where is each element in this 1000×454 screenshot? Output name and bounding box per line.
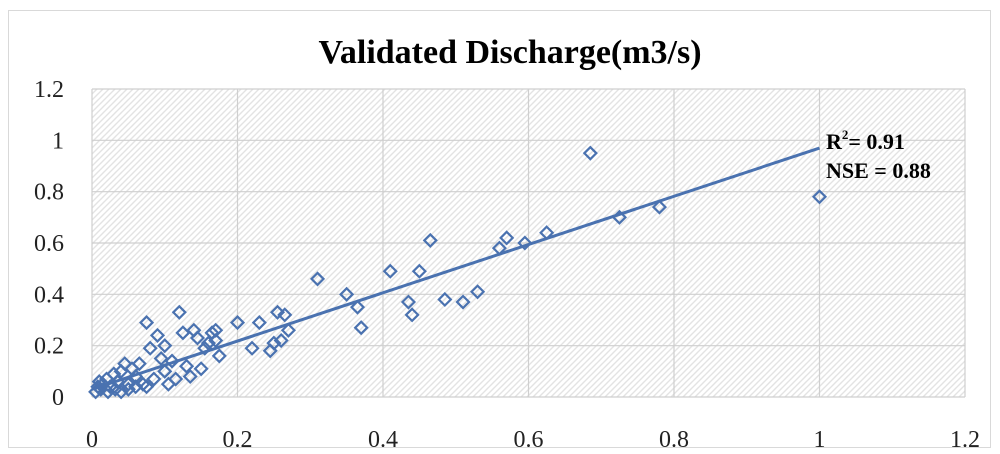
data-point: [269, 304, 286, 320]
data-point: [339, 286, 355, 302]
x-tick-label: 1.2: [950, 427, 980, 453]
r2-annotation: R2= 0.91: [826, 127, 905, 154]
y-tick-label: 0.6: [34, 231, 64, 257]
data-point: [128, 368, 144, 385]
x-tick-label: 1: [814, 427, 826, 453]
data-point: [277, 307, 293, 323]
data-point: [400, 294, 417, 310]
data-point: [168, 371, 184, 387]
data-point: [200, 335, 216, 351]
data-point: [157, 363, 173, 379]
data-point: [117, 356, 133, 372]
data-point: [651, 199, 668, 215]
data-point: [470, 284, 486, 300]
grid-lines: [91, 88, 966, 398]
nse-annotation: NSE = 0.88: [826, 158, 931, 183]
data-point: [182, 368, 198, 385]
y-axis-ticks: 0 0.2 0.4 0.6 0.8 1 1.2: [34, 77, 64, 411]
data-point: [499, 230, 515, 246]
data-point: [189, 330, 206, 346]
data-point: [353, 320, 369, 336]
data-point: [146, 371, 162, 387]
data-point: [411, 263, 427, 279]
data-points: [88, 145, 828, 400]
x-axis-ticks: 0 0.2 0.4 0.6 0.8 1 1.2: [86, 427, 980, 453]
data-point: [128, 379, 144, 395]
data-point: [139, 379, 155, 395]
data-point: [208, 322, 224, 338]
x-tick-label: 0.6: [514, 427, 544, 453]
data-point: [157, 338, 173, 354]
y-tick-label: 0.4: [34, 282, 64, 308]
data-point: [382, 263, 398, 279]
data-point: [517, 235, 533, 251]
data-point: [109, 374, 126, 390]
data-point: [211, 348, 227, 364]
data-point: [113, 384, 129, 400]
data-point: [422, 232, 438, 248]
y-tick-label: 0.8: [34, 180, 64, 206]
data-point: [266, 335, 282, 351]
data-point: [208, 332, 224, 349]
data-point: [179, 358, 195, 374]
data-point: [251, 315, 267, 331]
x-tick-label: 0.8: [659, 427, 689, 453]
data-point: [437, 291, 453, 308]
data-point: [539, 225, 555, 241]
x-tick-label: 0.4: [368, 427, 398, 453]
data-point: [611, 209, 627, 225]
data-point: [142, 340, 158, 356]
data-point: [582, 145, 598, 161]
data-point: [280, 322, 296, 338]
trendline: [91, 146, 820, 391]
data-point: [811, 189, 828, 205]
y-tick-label: 1: [52, 128, 64, 154]
data-point: [131, 356, 147, 372]
data-point: [193, 361, 209, 377]
data-point: [120, 376, 136, 392]
x-tick-label: 0: [86, 427, 98, 453]
chart-title: Validated Discharge(m3/s): [318, 34, 701, 71]
y-tick-label: 1.2: [34, 77, 64, 103]
data-point: [197, 340, 213, 356]
data-point: [309, 271, 326, 287]
data-point: [149, 327, 166, 343]
data-point: [139, 315, 155, 331]
data-point: [491, 240, 507, 256]
data-point: [349, 299, 366, 315]
x-tick-label: 0.2: [223, 427, 253, 453]
data-point: [244, 340, 260, 356]
data-point: [455, 294, 471, 310]
data-point: [120, 381, 136, 397]
data-point: [164, 353, 180, 369]
y-tick-label: 0: [52, 385, 64, 411]
data-point: [404, 307, 420, 323]
data-point: [171, 304, 187, 320]
data-point: [153, 350, 169, 367]
data-point: [273, 332, 289, 349]
y-tick-label: 0.2: [34, 334, 64, 360]
data-point: [229, 315, 246, 331]
